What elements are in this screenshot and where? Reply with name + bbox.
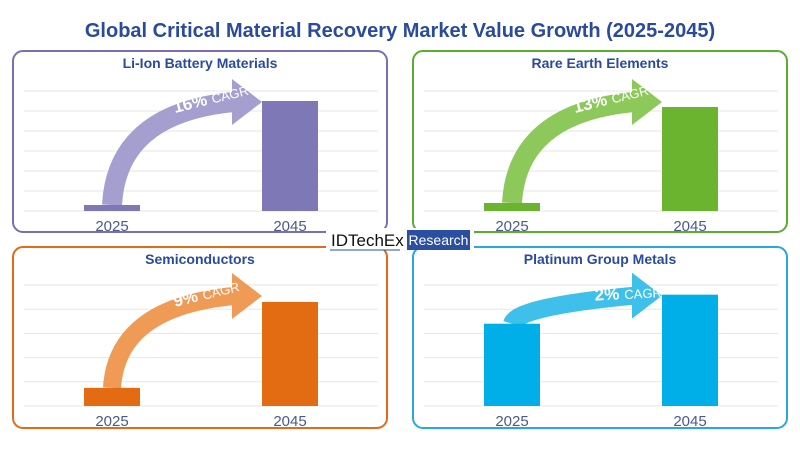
panel-title: Semiconductors <box>145 251 255 267</box>
panel-title: Rare Earth Elements <box>532 55 669 71</box>
cagr-percent: 2% <box>594 284 620 304</box>
bar-2025 <box>484 323 540 406</box>
panel-border <box>12 50 388 233</box>
panel-title: Platinum Group Metals <box>524 251 677 267</box>
bar-2025 <box>84 387 140 406</box>
bar-2025 <box>484 203 540 211</box>
page-title: Global Critical Material Recovery Market… <box>85 20 715 42</box>
panel-title: Li-Ion Battery Materials <box>123 55 278 71</box>
cagr-arrow <box>502 92 635 204</box>
panel-border <box>412 246 788 429</box>
x-tick-label: 2045 <box>673 413 706 430</box>
cagr-arrow <box>103 287 235 389</box>
logo-brand: IDTechEx <box>331 231 404 250</box>
bar-2045 <box>262 101 318 211</box>
cagr-label: CAGR <box>624 285 662 302</box>
panel-border <box>12 246 388 429</box>
x-tick-label: 2045 <box>673 218 706 235</box>
x-tick-label: 2025 <box>495 218 528 235</box>
cagr-arrow <box>503 286 635 329</box>
cagr-arrow-head <box>632 272 662 319</box>
cagr-arrow-head <box>632 79 662 125</box>
x-tick-label: 2025 <box>495 413 528 430</box>
logo-badge: Research <box>409 232 469 248</box>
x-tick-label: 2045 <box>273 413 306 430</box>
x-tick-label: 2045 <box>273 218 306 235</box>
cagr-arrow-head <box>232 273 262 319</box>
bar-2045 <box>662 294 718 406</box>
cagr-value: 2% CAGR <box>594 282 662 304</box>
bar-2045 <box>662 107 718 211</box>
cagr-arrow <box>102 92 235 206</box>
panel-pgm: Platinum Group Metals 2% CAGR 2025 2045 <box>412 246 788 430</box>
panel-border <box>412 50 788 233</box>
cagr-arrow-head <box>232 79 262 125</box>
x-tick-label: 2025 <box>95 413 128 430</box>
x-tick-label: 2025 <box>95 218 128 235</box>
idtechex-logo: IDTechEx Research <box>326 228 474 251</box>
bar-2045 <box>262 301 318 406</box>
bar-2025 <box>84 205 140 211</box>
